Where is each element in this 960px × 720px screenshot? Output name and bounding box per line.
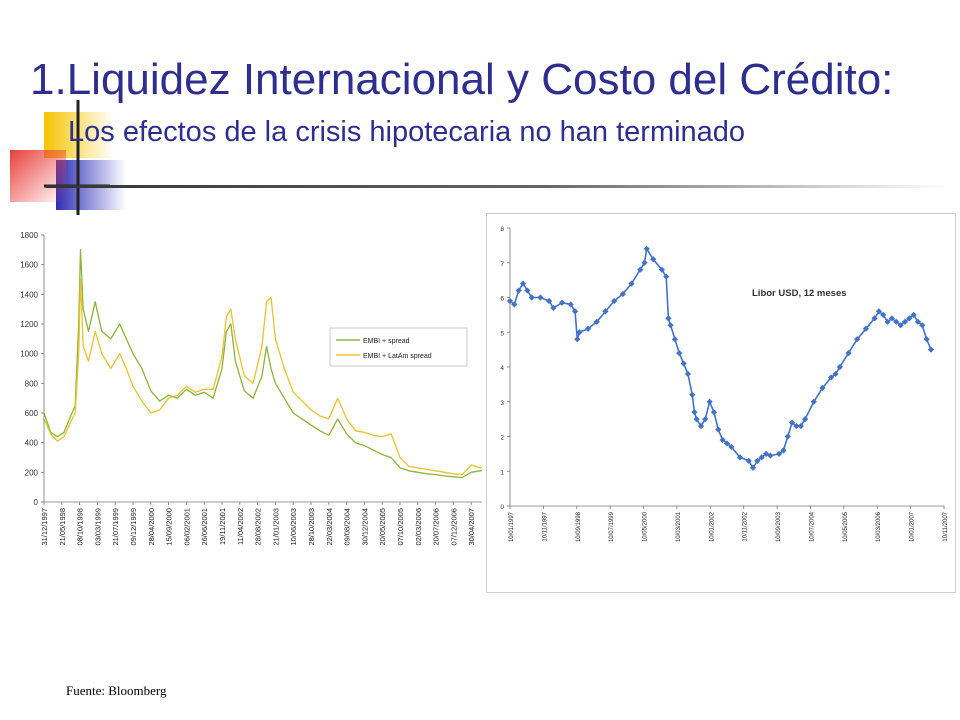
x-tick-label: 07/10/2005 — [396, 508, 405, 546]
slide-title: 1.Liquidez Internacional y Costo del Cré… — [30, 55, 894, 104]
y-tick-label: 200 — [25, 468, 39, 477]
x-tick-label: 10/01/1997 — [509, 511, 515, 542]
x-tick-label: 03/03/1999 — [93, 508, 102, 546]
embi-spread-chart: 0 200 400 600 800 1000 1200 1400 1600 1800 31/12/… — [20, 231, 482, 546]
x-tick-label: 15/09/2000 — [165, 508, 174, 546]
x-tick-label: 26/06/2001 — [200, 508, 209, 546]
x-tick-label: 21/01/2003 — [271, 508, 280, 546]
source-note: Fuente: Bloomberg — [66, 683, 167, 698]
y-tick-label: 1800 — [20, 231, 38, 240]
x-tick-label: 10/01/2002 — [709, 511, 715, 542]
y-tick-label: 8 — [500, 226, 504, 233]
y-tick-label: 1400 — [20, 290, 38, 299]
x-tick-label: 28/10/2003 — [307, 508, 316, 546]
y-tick-label: 1600 — [20, 261, 38, 270]
x-tick-label: 30/12/2004 — [360, 508, 369, 546]
x-tick-label: 11/04/2002 — [236, 508, 245, 545]
data-point — [611, 297, 618, 305]
x-tick-label: 10/11/2002 — [743, 511, 749, 541]
libor-annotation: Libor USD, 12 meses — [752, 288, 847, 299]
x-tick-label: 10/07/2004 — [809, 511, 815, 542]
title-divider — [46, 185, 950, 188]
x-tick-label: 20/05/2005 — [378, 508, 387, 546]
x-tick-label: 08/10/1998 — [76, 508, 85, 546]
y-tick-label: 0 — [34, 498, 39, 507]
x-tick-label: 10/11/1997 — [542, 511, 548, 541]
x-tick-label: 10/05/2005 — [843, 511, 849, 542]
data-point — [758, 454, 765, 461]
y-tick-label: 4 — [500, 365, 504, 372]
data-point — [788, 419, 796, 426]
x-tick-label: 10/03/2006 — [876, 511, 882, 542]
y-tick-label: 2 — [500, 435, 504, 442]
slide-subtitle: Los efectos de la crisis hipotecaria no … — [68, 116, 746, 148]
x-tick-label: 21/05/1998 — [58, 508, 67, 546]
y-tick-label: 400 — [25, 439, 39, 448]
y-tick-label: 5 — [500, 330, 504, 337]
x-tick-label: 10/01/2007 — [910, 511, 916, 542]
y-tick-label: 800 — [25, 379, 39, 388]
x-tick-label: 21/07/1999 — [111, 508, 120, 546]
x-tick-label: 19/11/2001 — [218, 508, 227, 545]
x-tick-label: 10/07/1999 — [609, 511, 615, 542]
chart2-frame — [486, 213, 956, 593]
legend-label-latam: EMBI + LatAm spread — [363, 353, 432, 360]
chart1-legend: EMBI + spread EMBI + LatAm spread — [329, 327, 468, 367]
data-point — [665, 315, 672, 322]
legend-box — [329, 327, 468, 367]
y-tick-label: 1000 — [20, 350, 38, 359]
y-tick-label: 1 — [500, 469, 504, 476]
x-tick-label: 02/03/2006 — [414, 508, 423, 546]
data-point — [819, 384, 826, 391]
y-tick-label: 7 — [500, 261, 504, 268]
data-point — [619, 290, 626, 298]
x-tick-label: 10/05/2000 — [643, 511, 649, 542]
y-tick-label: 600 — [25, 409, 39, 418]
x-tick-label: 09/12/1999 — [129, 508, 138, 546]
x-tick-label: 09/08/2004 — [343, 508, 352, 546]
legend-label-embi: EMBI + spread — [363, 338, 410, 345]
y-tick-label: 3 — [500, 400, 504, 407]
x-tick-label: 07/12/2006 — [449, 508, 458, 546]
x-tick-label: 10/06/2003 — [289, 508, 298, 546]
x-tick-label: 06/02/2001 — [182, 508, 191, 546]
series-line-0 — [43, 249, 482, 479]
x-tick-label: 31/12/1997 — [40, 508, 49, 546]
x-tick-label: 10/09/2003 — [776, 511, 782, 542]
x-tick-label: 10/11/2007 — [943, 511, 949, 541]
y-tick-label: 6 — [500, 296, 504, 303]
x-tick-label: 30/04/2007 — [467, 508, 476, 546]
x-tick-label: 22/03/2004 — [325, 508, 334, 546]
y-tick-label: 1200 — [20, 320, 38, 329]
series-line-1 — [43, 278, 482, 476]
x-tick-label: 28/04/2000 — [147, 508, 156, 546]
x-tick-label: 20/07/2006 — [432, 508, 441, 546]
data-point — [697, 422, 705, 430]
data-point — [643, 245, 650, 252]
x-tick-label: 10/09/1998 — [576, 511, 582, 542]
libor-chart: 0 1 2 3 4 5 6 7 8 10/01/1997 10/11/1997 10/09/1998… — [486, 213, 956, 593]
y-tick-label: 0 — [500, 504, 504, 511]
x-tick-label: 10/03/2001 — [676, 511, 682, 542]
x-tick-label: 28/08/2002 — [254, 508, 263, 546]
